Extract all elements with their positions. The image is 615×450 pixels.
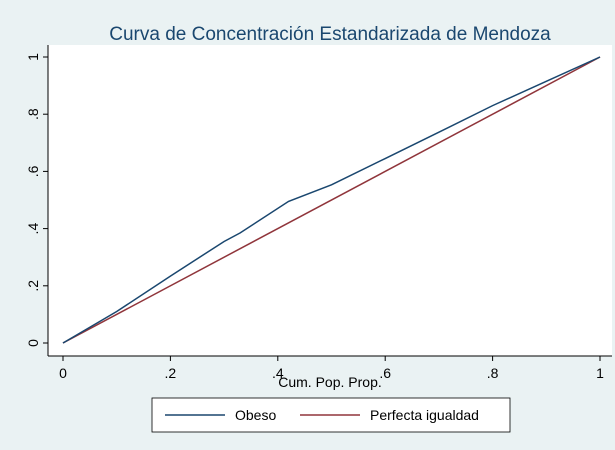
legend-label: Perfecta igualdad xyxy=(370,407,479,423)
x-tick-label: .4 xyxy=(272,365,284,381)
series-line xyxy=(62,56,601,344)
y-tick-label: .2 xyxy=(25,280,41,292)
x-tick-label: 0 xyxy=(59,365,67,381)
x-tick-label: .2 xyxy=(165,365,177,381)
x-tick-label: 1 xyxy=(596,365,604,381)
legend-label: Obeso xyxy=(235,407,276,423)
x-axis-title: Cum. Pop. Prop. xyxy=(278,374,382,390)
series-line xyxy=(62,56,601,344)
y-tick-label: 0 xyxy=(25,339,41,347)
y-tick-label: 1 xyxy=(25,53,41,61)
x-tick-label: .8 xyxy=(487,365,499,381)
chart-title: Curva de Concentración Estandarizada de … xyxy=(109,24,551,45)
x-tick-label: .6 xyxy=(379,365,391,381)
y-tick-label: .6 xyxy=(25,165,41,177)
y-tick-label: .4 xyxy=(25,223,41,235)
y-tick-label: .8 xyxy=(25,108,41,120)
